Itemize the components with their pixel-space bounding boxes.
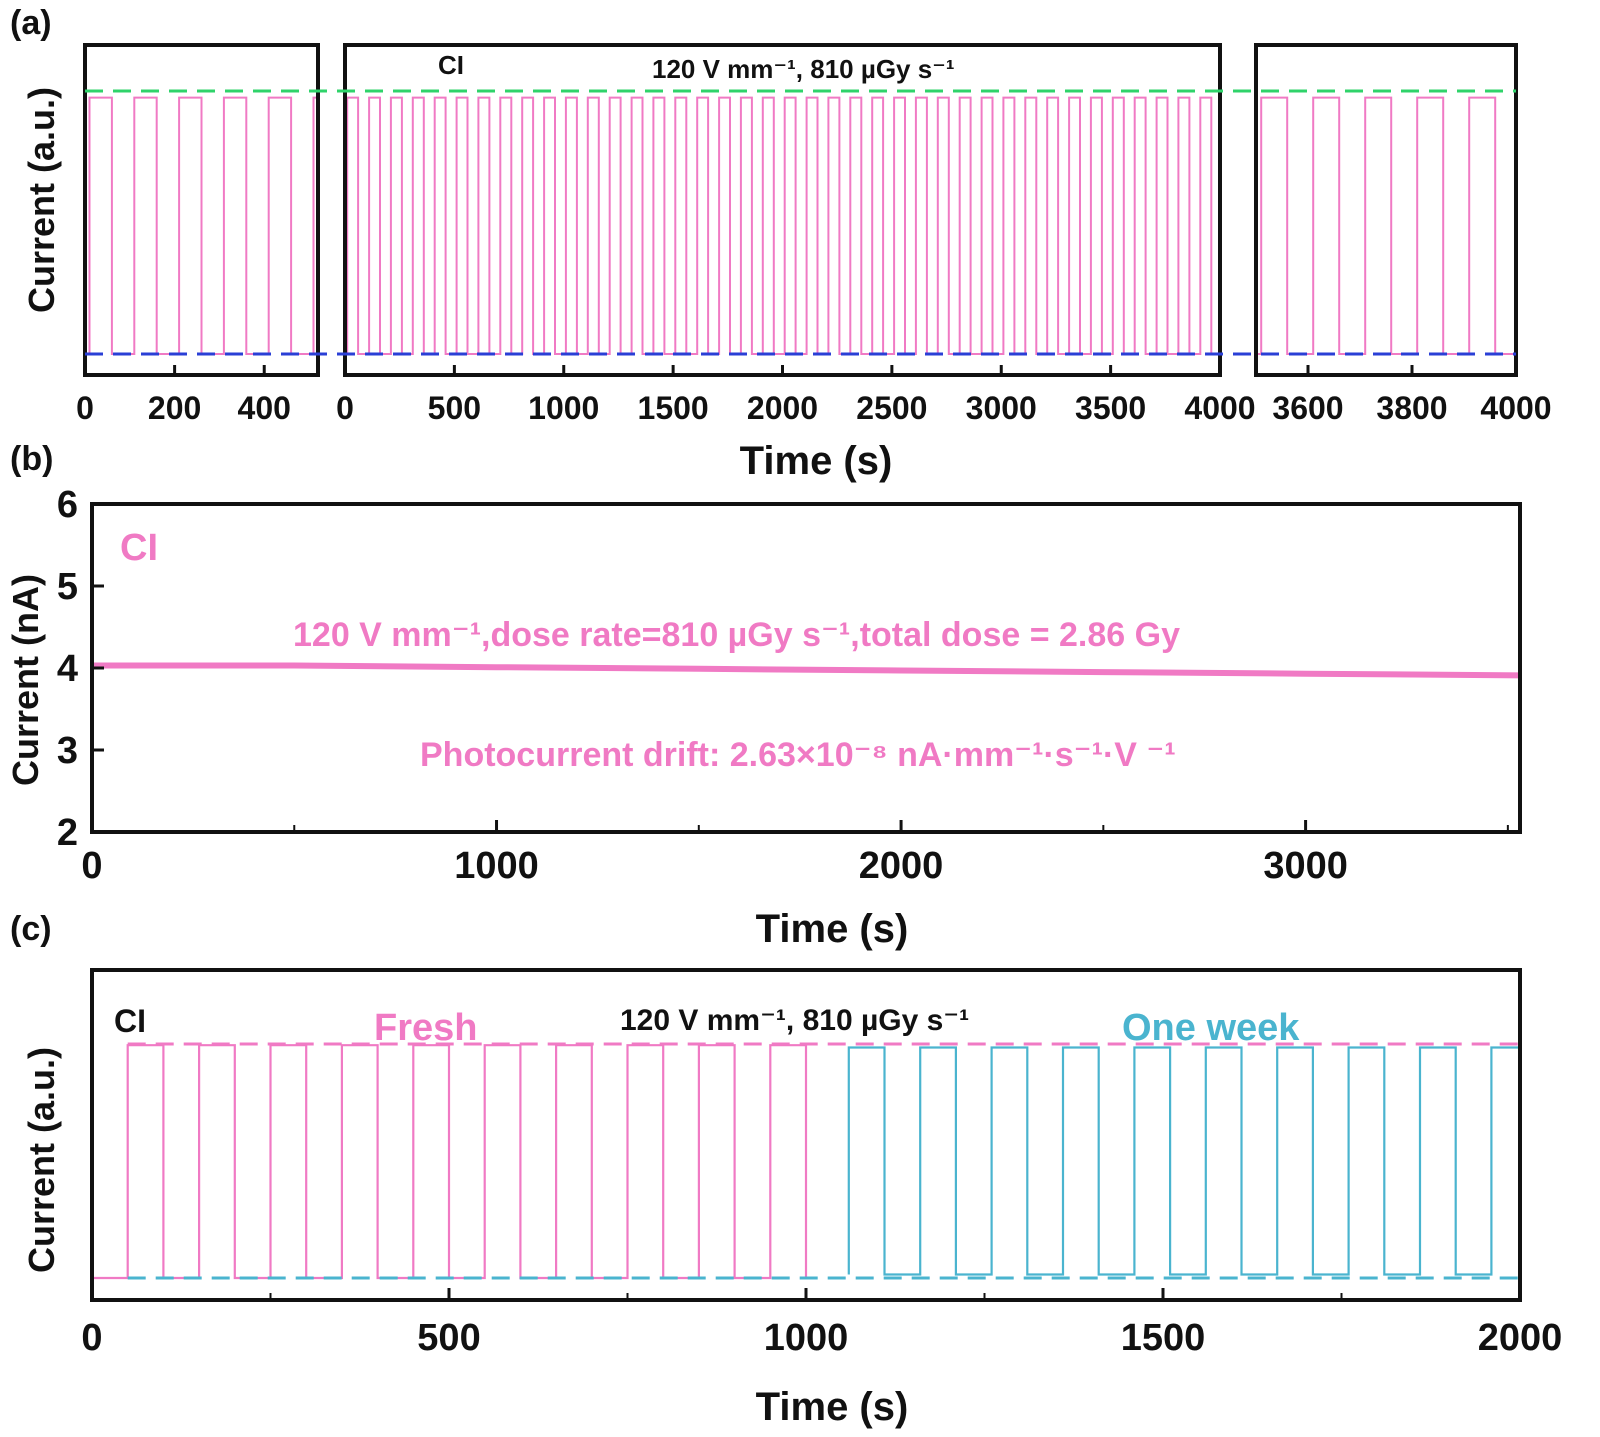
panel-a-series-line-3 [1256,96,1516,355]
panel-b-plot: 0 1000 2000 3000 2 3 4 5 6 [57,484,1522,887]
panel-a-x-tick-label: 0 [336,390,354,426]
panel-b-drift-annotation: Photocurrent drift: 2.63×10⁻⁸ nA·mm⁻¹·s⁻… [420,736,1176,774]
panel-a-conditions-annotation: 120 V mm⁻¹, 810 µGy s⁻¹ [652,54,955,84]
panel-c-x-tick-label: 2000 [1478,1317,1563,1359]
panel-c-y-axis-label: Current (a.u.) [21,1047,62,1273]
panel-a-series-line-2 [345,96,1220,355]
panel-b-y-tick-label: 5 [57,566,78,608]
panel-b-y-tick-label: 4 [57,648,78,690]
panel-a-x-tick-label: 2000 [747,390,818,426]
panel-c-series-one-week-line [847,1046,1522,1276]
panel-a-x-tick-label: 400 [238,390,291,426]
panel-b-x-tick-label: 1000 [454,845,539,887]
panel-a-axes-frame-1 [83,43,320,377]
panel-c-plot: 0 500 1000 1500 2000 [81,968,1563,1359]
panel-b-series-line [92,662,1521,679]
panel-b-y-tick-label: 2 [57,812,78,854]
panel-b: (b) Current (nA) Time (s) CI 120 V mm⁻¹,… [5,440,1522,951]
panel-c-x-tick-label: 1500 [1121,1317,1206,1359]
panel-a-x-tick-label: 1500 [638,390,709,426]
panel-a-x-tick-label: 0 [76,390,94,426]
panel-b-y-tick-label: 6 [57,484,78,526]
panel-c: (c) Current (a.u.) Time (s) CI Fresh 120… [10,910,1562,1429]
panel-a-axes-frame-2 [343,43,1222,377]
panel-a-y-axis-label: Current (a.u.) [21,87,62,313]
panel-a-x-tick-label: 2500 [856,390,927,426]
panel-a-x-tick-label: 3500 [1075,390,1146,426]
panel-b-x-tick-label: 0 [81,845,102,887]
panel-a-annotation-label: CI [438,50,464,80]
panel-b-y-tick-label: 3 [57,730,78,772]
panel-b-y-axis-label: Current (nA) [5,574,46,786]
panel-a-x-tick-label: 500 [428,390,481,426]
panel-a-x-axis-label: Time (s) [740,439,893,483]
panel-a-series-line-1 [85,96,319,355]
panel-c-x-tick-label: 0 [81,1317,102,1359]
panel-c-x-tick-label: 1000 [764,1317,849,1359]
panel-a-x-tick-label: 3000 [966,390,1037,426]
panel-c-label: (c) [10,910,52,948]
panel-c-annotation-label: CI [114,1003,146,1039]
panel-a-label: (a) [10,4,52,42]
panel-b-x-tick-label: 3000 [1263,845,1348,887]
panel-c-series-one-week-label: One week [1122,1007,1300,1049]
panel-c-conditions-annotation: 120 V mm⁻¹, 810 µGy s⁻¹ [620,1004,969,1037]
panel-b-x-tick-label: 2000 [859,845,944,887]
panel-c-x-axis-label: Time (s) [756,1385,909,1429]
panel-b-label: (b) [10,440,53,478]
panel-a-axes-frame-3 [1254,43,1518,377]
panel-c-x-tick-label: 500 [417,1317,480,1359]
panel-a-plots: 0 200 400 0 500 1000 1500 2000 2500 3000 3500 4000 3… [76,43,1552,426]
panel-b-conditions-annotation: 120 V mm⁻¹,dose rate=810 µGy s⁻¹,total d… [293,616,1180,654]
panel-b-x-axis-label: Time (s) [756,907,909,951]
panel-a-x-tick-label: 4000 [1184,390,1255,426]
panel-c-series-fresh-label: Fresh [374,1007,477,1049]
panel-b-annotation-label: CI [120,527,158,569]
panel-c-series-fresh-line [92,1044,808,1280]
panel-a-x-tick-label: 4000 [1480,390,1551,426]
panel-a-x-tick-label: 3800 [1376,390,1447,426]
panel-a-x-tick-label: 1000 [528,390,599,426]
panel-a: (a) Current (a.u.) CI 120 V mm⁻¹, 810 µG… [10,4,1552,483]
panel-a-x-tick-label: 3600 [1272,390,1343,426]
panel-a-x-tick-label: 200 [148,390,201,426]
